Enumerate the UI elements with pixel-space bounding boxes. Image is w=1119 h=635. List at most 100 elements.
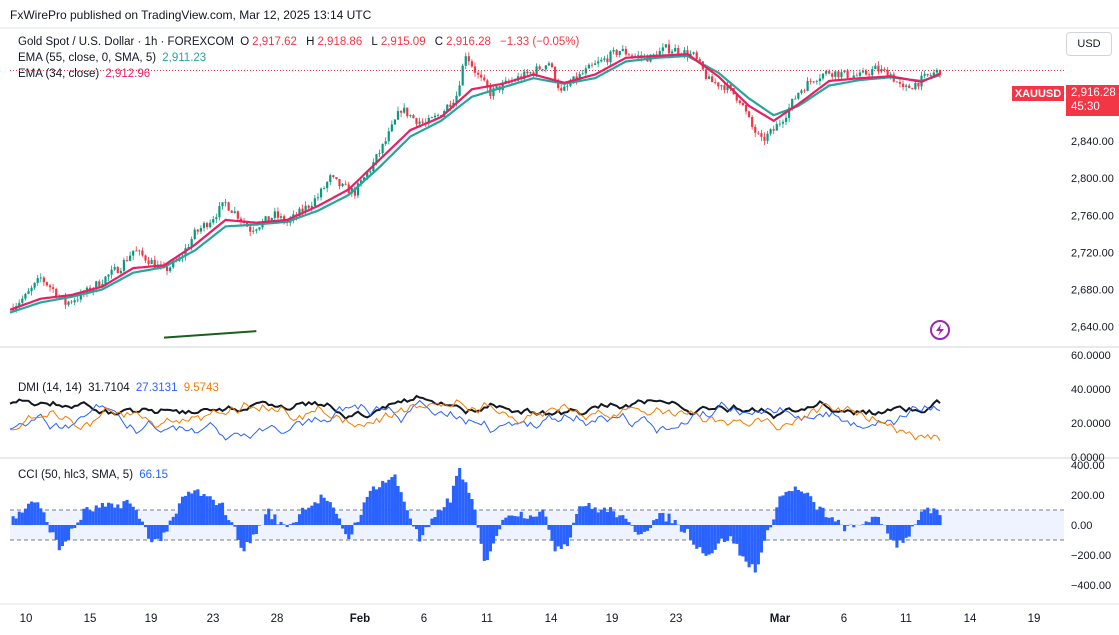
candle-body (615, 50, 618, 56)
candle-body (794, 98, 797, 100)
candle-body (378, 153, 381, 155)
cci-bar (433, 517, 437, 525)
candle-body (230, 210, 233, 213)
candle-body (581, 73, 584, 75)
candle-body (535, 66, 538, 76)
candle-body (492, 88, 495, 97)
cci-bar (350, 525, 354, 535)
cci-bar (735, 525, 739, 544)
candle-body (874, 65, 877, 70)
cci-bar (196, 489, 200, 525)
currency-button[interactable]: USD (1066, 32, 1112, 56)
candle-body (834, 71, 837, 77)
candle-body (119, 270, 122, 274)
candle-body (578, 74, 581, 81)
cci-bar (707, 525, 711, 555)
candle-body (258, 227, 261, 230)
cci-bar (338, 518, 342, 525)
cci-bar (137, 518, 141, 525)
cci-bar (701, 525, 705, 554)
candle-body (557, 81, 560, 89)
cci-bar (214, 505, 218, 525)
candle-body (79, 292, 82, 300)
cci-bar (910, 525, 914, 527)
cci-bar (901, 525, 905, 543)
candle-body (538, 66, 541, 70)
cci-bar (36, 502, 40, 525)
cci-bar (501, 519, 505, 525)
cci-bar (159, 525, 163, 541)
cci-bar (288, 524, 292, 525)
candle-body (495, 86, 498, 89)
candle-body (667, 44, 671, 54)
cci-bar (193, 490, 197, 525)
candle-body (341, 183, 344, 187)
time-axis-tick: 19 (1028, 613, 1041, 625)
symbol-title: Gold Spot / U.S. Dollar · 1h · FOREXCOM (18, 36, 235, 48)
candle-body (55, 288, 58, 297)
candle-body (714, 82, 717, 83)
candle-body (683, 50, 686, 56)
candle-body (674, 47, 677, 52)
cci-bar (165, 525, 169, 532)
cci-bar (935, 509, 939, 525)
ema55-label: EMA (55, close, 0, SMA, 5) (18, 52, 157, 64)
cci-bar (584, 506, 588, 525)
cci-bar (655, 518, 659, 525)
last-price-tag: 2,916.28 45:30 (1066, 85, 1119, 116)
candle-body (809, 80, 812, 82)
price-axis-tick: 2,840.00 (1071, 136, 1114, 148)
cci-bar (695, 525, 699, 549)
cci-bar (473, 509, 477, 525)
candle-body (938, 69, 942, 76)
dmi-axis-tick: 0.0000 (1071, 452, 1105, 464)
candle-body (30, 287, 33, 292)
cci-bar (559, 525, 563, 549)
cci-bar (14, 518, 18, 525)
cci-bar (630, 525, 634, 526)
cci-bar (60, 525, 64, 547)
cci-bar (211, 499, 215, 525)
cci-bar (682, 525, 687, 533)
candle-body (929, 75, 932, 76)
last-price-value: 2,916.28 (1071, 87, 1116, 99)
candle-body (563, 86, 566, 91)
cci-bar (562, 525, 566, 545)
cci-bar (621, 515, 625, 525)
cci-bar (612, 511, 616, 525)
candle-body (566, 85, 569, 87)
cci-bar (568, 525, 573, 538)
cci-bar (30, 501, 34, 525)
dmi-axis-tick: 60.0000 (1071, 350, 1111, 362)
cci-bar (769, 525, 773, 528)
candle-body (116, 267, 119, 274)
ema34-line (9, 52, 941, 311)
cci-bar (467, 492, 471, 525)
candle-body (630, 55, 634, 57)
cci-bar (88, 510, 92, 525)
candle-body (18, 302, 21, 307)
candle-body (190, 239, 193, 247)
cci-bar (119, 508, 123, 525)
cci-bar (162, 525, 166, 533)
cci-bar (91, 511, 95, 525)
cci-bar (876, 517, 881, 525)
cci-bar (495, 525, 499, 536)
cci-bar (833, 521, 837, 525)
tradingview-flash-icon[interactable] (930, 320, 950, 340)
candle-body (433, 115, 437, 118)
cci-bar (793, 486, 797, 525)
candle-body (329, 175, 332, 183)
cci-axis-tick: 200.00 (1071, 490, 1105, 502)
trend-line[interactable] (163, 330, 257, 339)
candle-body (95, 281, 98, 289)
candle-body (877, 65, 880, 72)
candle-body (935, 69, 939, 73)
low-value: 2,915.09 (380, 36, 426, 48)
cci-bar (488, 525, 492, 552)
candle-body (307, 205, 310, 208)
candle-body (569, 83, 572, 86)
cci-bar (17, 511, 21, 525)
bar-countdown: 45:30 (1071, 101, 1100, 113)
